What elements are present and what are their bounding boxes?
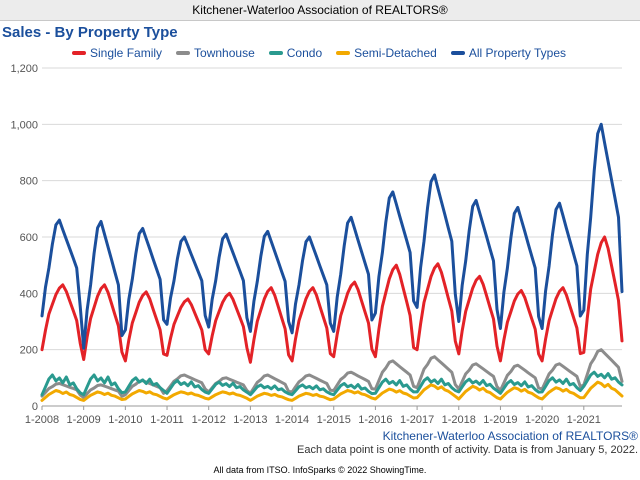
y-tick-label: 200 — [20, 345, 38, 357]
x-tick-label: 1-2019 — [483, 414, 517, 426]
y-tick-label: 400 — [20, 288, 38, 300]
x-tick-label: 1-2008 — [25, 414, 59, 426]
legend-swatch — [176, 51, 191, 55]
series-line-semi-detached — [40, 380, 624, 402]
legend-label: Single Family — [90, 46, 163, 60]
y-tick-label: 1,200 — [10, 63, 38, 75]
x-tick-label: 1-2009 — [67, 414, 101, 426]
footer-brand: Kitchener-Waterloo Association of REALTO… — [382, 429, 638, 443]
legend-label: Condo — [286, 46, 323, 60]
y-tick-label: 0 — [32, 401, 38, 413]
legend-item-all-property-types[interactable]: All Property Types — [450, 46, 566, 60]
x-tick-label: 1-2010 — [108, 414, 142, 426]
legend-item-townhouse[interactable]: Townhouse — [176, 46, 255, 60]
x-tick-label: 1-2020 — [525, 414, 559, 426]
header-bar: Kitchener-Waterloo Association of REALTO… — [0, 0, 640, 21]
y-tick-label: 600 — [20, 232, 38, 244]
legend-label: Semi-Detached — [354, 46, 437, 60]
legend-item-single-family[interactable]: Single Family — [72, 46, 162, 60]
x-tick-label: 1-2012 — [192, 414, 226, 426]
x-tick-label: 1-2011 — [150, 414, 183, 426]
legend-item-condo[interactable]: Condo — [268, 46, 323, 60]
chart-title: Sales - By Property Type — [2, 24, 178, 41]
footer-note: Each data point is one month of activity… — [297, 444, 638, 456]
x-tick-label: 1-2013 — [233, 414, 267, 426]
y-tick-label: 1,000 — [10, 119, 38, 131]
series-line-condo — [40, 370, 624, 397]
header-title: Kitchener-Waterloo Association of REALTO… — [192, 3, 448, 17]
series-line-all-property-types — [40, 122, 624, 350]
legend-swatch — [450, 51, 465, 55]
legend: Single Family Townhouse Condo Semi-Detac… — [72, 45, 580, 61]
x-tick-label: 1-2021 — [567, 414, 601, 426]
x-tick-label: 1-2018 — [442, 414, 476, 426]
legend-label: Townhouse — [194, 46, 255, 60]
x-tick-label: 1-2017 — [400, 414, 434, 426]
legend-swatch — [72, 51, 86, 55]
footer-source: All data from ITSO. InfoSparks © 2022 Sh… — [213, 465, 427, 475]
legend-swatch — [336, 51, 351, 55]
legend-swatch — [268, 51, 283, 55]
x-tick-label: 1-2014 — [275, 414, 309, 426]
series-line-single-family — [40, 235, 624, 364]
legend-item-semi-detached[interactable]: Semi-Detached — [336, 46, 437, 60]
legend-label: All Property Types — [468, 46, 566, 60]
x-tick-label: 1-2015 — [317, 414, 351, 426]
x-tick-label: 1-2016 — [358, 414, 392, 426]
y-tick-label: 800 — [20, 176, 38, 188]
